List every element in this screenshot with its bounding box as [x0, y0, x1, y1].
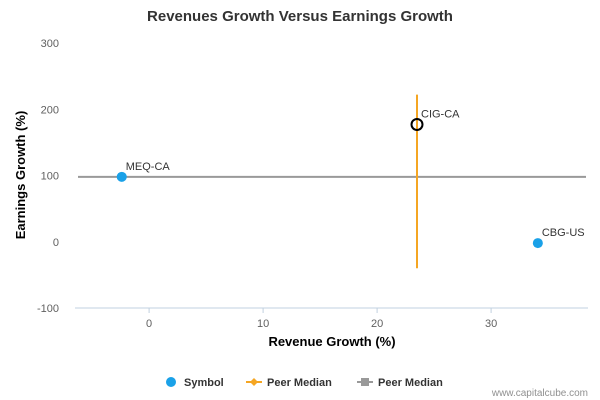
x-tick-label: 20 — [371, 318, 383, 330]
x-tick-label: 10 — [257, 318, 269, 330]
plot-area: -100 0 100 200 300 0 10 20 30 MEQ-CA CIG-CA CBG-US — [37, 38, 588, 330]
x-axis-label: Revenue Growth (%) — [268, 334, 395, 349]
chart-title: Revenues Growth Versus Earnings Growth — [147, 8, 453, 25]
data-point-label: MEQ-CA — [126, 161, 171, 173]
circle-icon — [166, 377, 176, 387]
y-tick-label: 300 — [41, 38, 59, 50]
data-point-cbg-us — [532, 238, 543, 249]
y-tick-label: -100 — [37, 303, 59, 315]
x-tick-label: 30 — [485, 318, 497, 330]
data-point-cig-ca — [410, 117, 424, 131]
x-tick-label: 0 — [146, 318, 152, 330]
data-point-label: CBG-US — [542, 227, 585, 239]
y-tick-label: 0 — [53, 237, 59, 249]
legend-label: Peer Median — [378, 377, 443, 389]
legend-label: Symbol — [184, 377, 224, 389]
line-diamond-icon — [250, 378, 258, 386]
y-tick-label: 100 — [41, 171, 59, 183]
y-axis-label: Earnings Growth (%) — [13, 111, 28, 240]
legend: Symbol Peer Median Peer Median — [166, 377, 443, 389]
y-tick-label: 200 — [41, 104, 59, 116]
data-point-meq-ca — [116, 171, 127, 182]
line-square-icon — [361, 378, 369, 386]
credit-text: www.capitalcube.com — [491, 388, 588, 399]
legend-label: Peer Median — [267, 377, 332, 389]
data-point-label: CIG-CA — [421, 108, 460, 120]
